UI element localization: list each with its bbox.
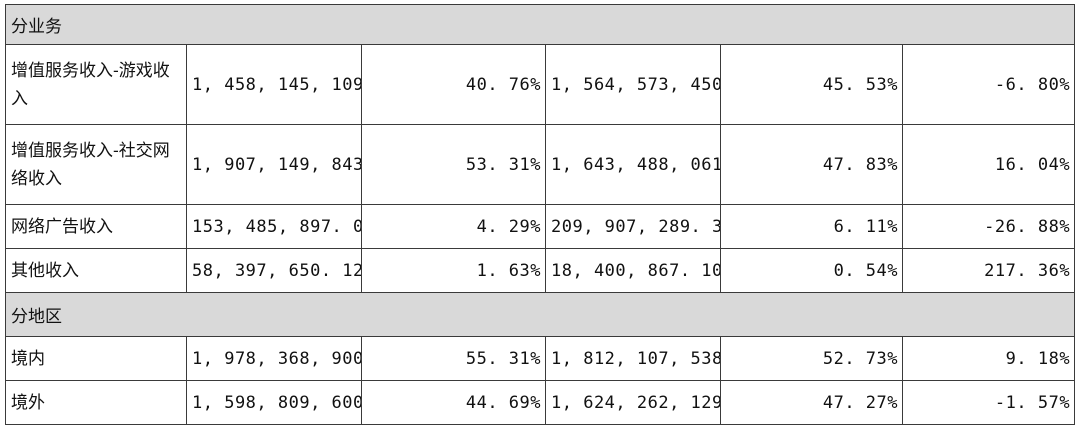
row-label: 境内 bbox=[5, 336, 187, 381]
table-row: 境内 1, 978, 368, 900. 28 55. 31% 1, 812, … bbox=[5, 336, 1076, 381]
table-row: 增值服务收入-社交网络收入 1, 907, 149, 843. 95 53. 3… bbox=[5, 124, 1076, 205]
amount-prior-cell: 1, 812, 107, 538. 89 bbox=[545, 336, 721, 381]
amount-current-cell: 1, 978, 368, 900. 28 bbox=[186, 336, 362, 381]
row-label: 增值服务收入-游戏收入 bbox=[5, 44, 187, 125]
amount-current-cell: 1, 598, 809, 600. 39 bbox=[186, 380, 362, 425]
amount-prior-cell: 1, 564, 573, 450. 10 bbox=[545, 44, 721, 125]
amount-current-cell: 1, 907, 149, 843. 95 bbox=[186, 124, 362, 205]
change-cell: -26. 88% bbox=[901, 204, 1076, 249]
change-cell: 16. 04% bbox=[901, 124, 1076, 205]
table-row: 增值服务收入-游戏收入 1, 458, 145, 109. 60 40. 76%… bbox=[5, 44, 1076, 125]
share-prior-cell: 47. 27% bbox=[720, 380, 903, 425]
section-title: 分地区 bbox=[4, 292, 1076, 337]
revenue-breakdown-table: 分业务 增值服务收入-游戏收入 1, 458, 145, 109. 60 40.… bbox=[4, 4, 1076, 425]
share-current-cell: 53. 31% bbox=[361, 124, 546, 205]
share-current-cell: 44. 69% bbox=[361, 380, 546, 425]
share-prior-cell: 0. 54% bbox=[720, 248, 903, 293]
section-header-row: 分地区 bbox=[4, 292, 1076, 337]
share-current-cell: 4. 29% bbox=[361, 204, 546, 249]
amount-prior-cell: 209, 907, 289. 32 bbox=[545, 204, 721, 249]
row-label: 网络广告收入 bbox=[5, 204, 187, 249]
section-title: 分业务 bbox=[4, 4, 1076, 45]
row-label: 增值服务收入-社交网络收入 bbox=[5, 124, 187, 205]
share-current-cell: 1. 63% bbox=[361, 248, 546, 293]
share-prior-cell: 47. 83% bbox=[720, 124, 903, 205]
share-current-cell: 55. 31% bbox=[361, 336, 546, 381]
amount-prior-cell: 1, 624, 262, 129. 15 bbox=[545, 380, 721, 425]
amount-prior-cell: 18, 400, 867. 10 bbox=[545, 248, 721, 293]
table-row: 其他收入 58, 397, 650. 12 1. 63% 18, 400, 86… bbox=[5, 248, 1076, 293]
table-row: 境外 1, 598, 809, 600. 39 44. 69% 1, 624, … bbox=[5, 380, 1076, 425]
change-cell: -1. 57% bbox=[901, 380, 1076, 425]
change-cell: -6. 80% bbox=[901, 44, 1076, 125]
amount-current-cell: 1, 458, 145, 109. 60 bbox=[186, 44, 362, 125]
share-current-cell: 40. 76% bbox=[361, 44, 546, 125]
row-label: 其他收入 bbox=[5, 248, 187, 293]
amount-current-cell: 153, 485, 897. 00 bbox=[186, 204, 362, 249]
share-prior-cell: 45. 53% bbox=[720, 44, 903, 125]
table-row: 网络广告收入 153, 485, 897. 00 4. 29% 209, 907… bbox=[5, 204, 1076, 249]
share-prior-cell: 6. 11% bbox=[720, 204, 903, 249]
amount-current-cell: 58, 397, 650. 12 bbox=[186, 248, 362, 293]
change-cell: 217. 36% bbox=[901, 248, 1076, 293]
section-header-row: 分业务 bbox=[4, 4, 1076, 45]
share-prior-cell: 52. 73% bbox=[720, 336, 903, 381]
row-label: 境外 bbox=[5, 380, 187, 425]
amount-prior-cell: 1, 643, 488, 061. 52 bbox=[545, 124, 721, 205]
change-cell: 9. 18% bbox=[901, 336, 1076, 381]
